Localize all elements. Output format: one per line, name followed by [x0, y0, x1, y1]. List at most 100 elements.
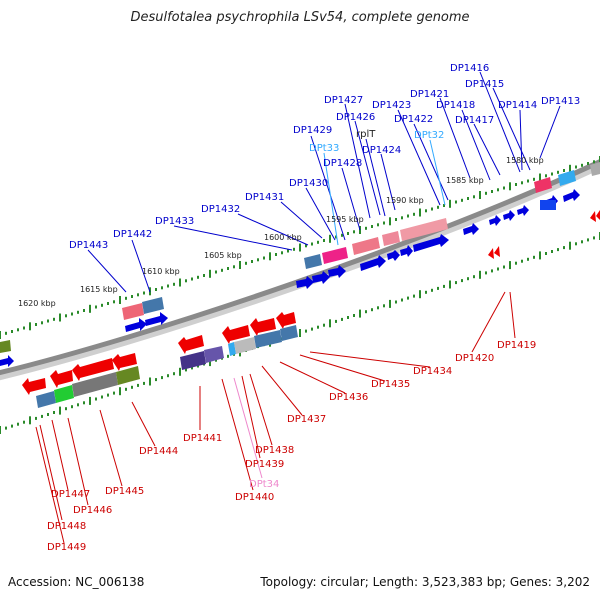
minor-tick [155, 288, 157, 291]
major-tick [539, 173, 541, 182]
gene-label[interactable]: DP1423 [372, 100, 411, 111]
minor-tick [461, 198, 463, 202]
gene-label[interactable]: DP1424 [362, 145, 401, 156]
gene-label[interactable]: DP1448 [47, 521, 86, 532]
major-tick [539, 251, 541, 260]
scale-track-lower [0, 232, 600, 434]
minor-tick [491, 269, 493, 273]
gene-arrow [222, 325, 250, 344]
minor-tick [335, 235, 337, 239]
gene-label[interactable]: DP1428 [323, 158, 362, 169]
gene-arrow [296, 276, 314, 289]
minor-tick [185, 279, 187, 283]
minor-tick [575, 165, 577, 169]
gene-arrow [360, 255, 386, 271]
gene-arrow [312, 271, 330, 284]
minor-tick [161, 376, 163, 380]
minor-tick [167, 374, 169, 378]
gene-arrow [488, 248, 494, 259]
gene-arrow [276, 312, 296, 329]
trna-label[interactable]: DPt32 [414, 130, 444, 141]
gene-label[interactable]: DP1417 [455, 115, 494, 126]
gene-label[interactable]: rplT [356, 129, 376, 140]
gene-label[interactable]: DP1447 [51, 489, 90, 500]
minor-tick [143, 291, 145, 295]
backbone [0, 158, 600, 376]
gene-label[interactable]: DP1413 [541, 96, 580, 107]
trna-label[interactable]: DPt33 [309, 143, 339, 154]
gene-block [590, 162, 600, 176]
minor-tick [125, 296, 127, 300]
minor-tick [305, 244, 307, 248]
gene-label[interactable]: DP1421 [410, 89, 449, 100]
minor-tick [137, 293, 139, 297]
major-tick [299, 243, 301, 252]
gene-label[interactable]: DP1419 [497, 340, 536, 351]
minor-tick [437, 205, 439, 209]
gene-label[interactable]: DP1427 [324, 95, 363, 106]
gene-label[interactable]: DP1443 [69, 240, 108, 251]
gene-label[interactable]: DP1436 [329, 392, 368, 403]
gene-arrow [178, 335, 204, 354]
minor-tick [551, 172, 553, 176]
gene-label[interactable]: DP1434 [413, 366, 452, 377]
gene-label[interactable]: DP1422 [394, 114, 433, 125]
gene-label[interactable]: DP1431 [245, 192, 284, 203]
scale-label: 1615 kbp [80, 285, 118, 294]
gene-label[interactable]: DP1420 [455, 353, 494, 364]
minor-tick [5, 426, 7, 430]
gene-label[interactable]: DP1439 [245, 459, 284, 470]
gene-label[interactable]: DP1414 [498, 100, 537, 111]
minor-tick [527, 179, 529, 183]
gene-label[interactable]: DP1416 [450, 63, 489, 74]
gene-block [54, 385, 74, 403]
major-tick [479, 191, 481, 199]
gene-label[interactable]: DP1415 [465, 79, 504, 90]
gene-label[interactable]: DP1429 [293, 125, 332, 136]
minor-tick [173, 372, 175, 376]
minor-tick [407, 296, 409, 300]
gene-label[interactable]: DP1449 [47, 542, 86, 553]
gene-label[interactable]: DP1418 [436, 100, 475, 111]
gene-label[interactable]: DP1438 [255, 445, 294, 456]
minor-tick [323, 323, 325, 327]
minor-tick [113, 300, 115, 304]
gene-arrow [563, 189, 580, 202]
gene-label[interactable]: DP1437 [287, 414, 326, 425]
gene-arrow [517, 205, 529, 216]
gene-label[interactable]: DP1432 [201, 204, 240, 215]
scale-labels: 1580 kbp 1585 kbp 1590 kbp 1595 kbp 1600… [18, 156, 544, 308]
minor-tick [233, 265, 235, 269]
gene-block [540, 200, 556, 210]
minor-tick [65, 407, 67, 411]
gene-label[interactable]: DP1442 [113, 229, 152, 240]
gene-label[interactable]: DP1446 [73, 505, 112, 516]
gene-label[interactable]: DP1433 [155, 216, 194, 227]
gene-label[interactable]: DP1426 [336, 112, 375, 123]
gene-label[interactable]: DP1435 [371, 379, 410, 390]
minor-tick [485, 191, 487, 195]
major-tick [179, 278, 181, 287]
gene-label[interactable]: DP1441 [183, 433, 222, 444]
gene-arrow [590, 211, 596, 222]
minor-tick [365, 226, 367, 230]
minor-tick [491, 190, 493, 193]
major-tick [419, 208, 421, 217]
trna-label[interactable]: DPt34 [249, 479, 279, 490]
minor-tick [503, 186, 505, 190]
gene-label[interactable]: DP1430 [289, 178, 328, 189]
gene-label[interactable]: DP1444 [139, 446, 178, 457]
minor-tick [581, 240, 583, 244]
major-tick [299, 329, 301, 337]
minor-tick [557, 248, 559, 252]
gene-arrow [72, 358, 114, 381]
minor-tick [83, 401, 85, 405]
gene-arrow [250, 318, 276, 336]
gene-block [142, 297, 164, 314]
gene-label[interactable]: DP1440 [235, 492, 274, 503]
gene-label[interactable]: DP1445 [105, 486, 144, 497]
leader-lines [35, 71, 561, 544]
minor-tick [521, 181, 523, 185]
gene-arrow [145, 312, 168, 326]
